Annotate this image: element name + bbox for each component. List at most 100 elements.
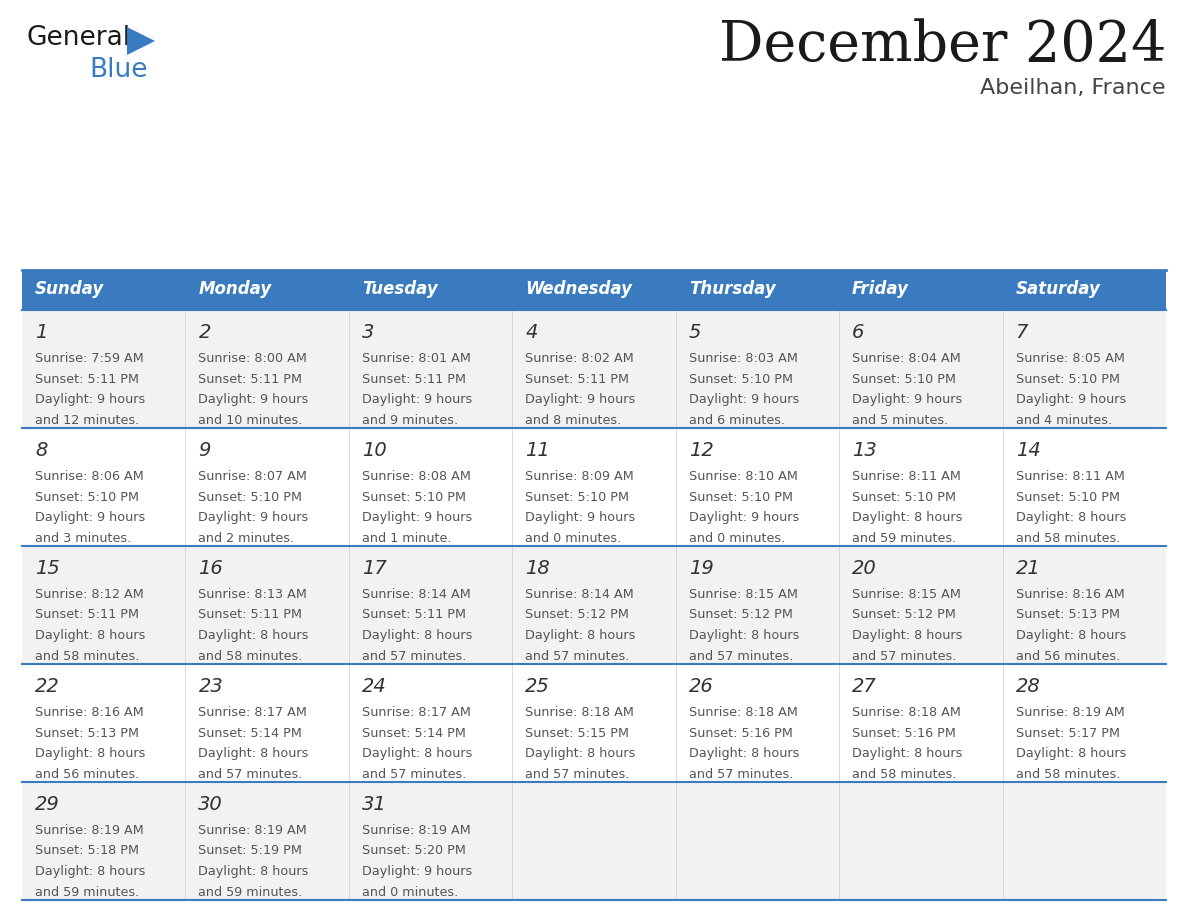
Text: 7: 7 <box>1016 323 1028 342</box>
Text: Sunrise: 8:06 AM: Sunrise: 8:06 AM <box>34 470 144 483</box>
Text: Sunset: 5:12 PM: Sunset: 5:12 PM <box>852 609 956 621</box>
Text: Wednesday: Wednesday <box>525 280 632 298</box>
Text: Friday: Friday <box>852 280 909 298</box>
Text: 26: 26 <box>689 677 714 696</box>
Bar <box>1003 270 1165 310</box>
Text: Sunset: 5:18 PM: Sunset: 5:18 PM <box>34 845 139 857</box>
Text: Sunrise: 8:02 AM: Sunrise: 8:02 AM <box>525 352 634 365</box>
Bar <box>512 428 676 546</box>
Text: Daylight: 8 hours: Daylight: 8 hours <box>34 865 145 878</box>
Text: Sunrise: 8:17 AM: Sunrise: 8:17 AM <box>362 706 470 719</box>
Text: and 59 minutes.: and 59 minutes. <box>198 886 303 899</box>
Text: 24: 24 <box>362 677 386 696</box>
Bar <box>839 428 1003 546</box>
Text: 6: 6 <box>852 323 865 342</box>
Bar <box>839 546 1003 664</box>
Text: Sunset: 5:11 PM: Sunset: 5:11 PM <box>34 373 139 386</box>
Text: and 59 minutes.: and 59 minutes. <box>34 886 139 899</box>
Text: Sunrise: 8:14 AM: Sunrise: 8:14 AM <box>525 588 634 601</box>
Text: Sunset: 5:14 PM: Sunset: 5:14 PM <box>362 726 466 740</box>
Bar <box>839 270 1003 310</box>
Text: and 58 minutes.: and 58 minutes. <box>852 767 956 780</box>
Bar <box>23 270 185 310</box>
Text: and 4 minutes.: and 4 minutes. <box>1016 413 1112 427</box>
Bar <box>512 782 676 900</box>
Text: Sunset: 5:13 PM: Sunset: 5:13 PM <box>1016 609 1119 621</box>
Text: and 57 minutes.: and 57 minutes. <box>852 650 956 663</box>
Text: 28: 28 <box>1016 677 1041 696</box>
Text: Sunset: 5:10 PM: Sunset: 5:10 PM <box>1016 373 1119 386</box>
Text: and 57 minutes.: and 57 minutes. <box>362 650 466 663</box>
Text: and 58 minutes.: and 58 minutes. <box>1016 767 1120 780</box>
Text: Sunrise: 8:14 AM: Sunrise: 8:14 AM <box>362 588 470 601</box>
Bar <box>23 428 185 546</box>
Bar <box>185 310 349 428</box>
Bar <box>185 428 349 546</box>
Text: Sunset: 5:19 PM: Sunset: 5:19 PM <box>198 845 302 857</box>
Text: Daylight: 9 hours: Daylight: 9 hours <box>525 393 636 406</box>
Text: Sunset: 5:12 PM: Sunset: 5:12 PM <box>689 609 792 621</box>
Text: and 58 minutes.: and 58 minutes. <box>34 650 139 663</box>
Text: Sunset: 5:12 PM: Sunset: 5:12 PM <box>525 609 630 621</box>
Text: Sunset: 5:17 PM: Sunset: 5:17 PM <box>1016 726 1119 740</box>
Text: Daylight: 8 hours: Daylight: 8 hours <box>689 747 800 760</box>
Text: Tuesday: Tuesday <box>362 280 437 298</box>
Text: Daylight: 9 hours: Daylight: 9 hours <box>525 511 636 524</box>
Bar <box>512 270 676 310</box>
Text: 22: 22 <box>34 677 59 696</box>
Bar <box>676 782 839 900</box>
Text: Daylight: 8 hours: Daylight: 8 hours <box>1016 747 1126 760</box>
Bar <box>185 664 349 782</box>
Text: 29: 29 <box>34 795 59 814</box>
Bar <box>349 664 512 782</box>
Text: and 6 minutes.: and 6 minutes. <box>689 413 785 427</box>
Bar <box>676 310 839 428</box>
Text: Sunrise: 8:19 AM: Sunrise: 8:19 AM <box>1016 706 1124 719</box>
Bar <box>349 782 512 900</box>
Text: Sunrise: 8:16 AM: Sunrise: 8:16 AM <box>34 706 144 719</box>
Bar <box>512 664 676 782</box>
Text: and 0 minutes.: and 0 minutes. <box>689 532 785 544</box>
Text: Daylight: 9 hours: Daylight: 9 hours <box>362 393 472 406</box>
Text: and 57 minutes.: and 57 minutes. <box>689 650 794 663</box>
Text: 1: 1 <box>34 323 48 342</box>
Text: 11: 11 <box>525 441 550 460</box>
Text: Sunrise: 8:11 AM: Sunrise: 8:11 AM <box>1016 470 1125 483</box>
Text: 14: 14 <box>1016 441 1041 460</box>
Text: 18: 18 <box>525 559 550 578</box>
Text: Daylight: 9 hours: Daylight: 9 hours <box>362 511 472 524</box>
Text: and 59 minutes.: and 59 minutes. <box>852 532 956 544</box>
Text: Sunday: Sunday <box>34 280 105 298</box>
Text: Sunrise: 8:15 AM: Sunrise: 8:15 AM <box>689 588 797 601</box>
Text: and 0 minutes.: and 0 minutes. <box>362 886 459 899</box>
Text: Sunrise: 7:59 AM: Sunrise: 7:59 AM <box>34 352 144 365</box>
Bar <box>676 664 839 782</box>
Text: Sunrise: 8:04 AM: Sunrise: 8:04 AM <box>852 352 961 365</box>
Text: Sunrise: 8:03 AM: Sunrise: 8:03 AM <box>689 352 797 365</box>
Text: Daylight: 9 hours: Daylight: 9 hours <box>198 393 309 406</box>
Text: Daylight: 9 hours: Daylight: 9 hours <box>34 393 145 406</box>
Text: Daylight: 9 hours: Daylight: 9 hours <box>362 865 472 878</box>
Text: 15: 15 <box>34 559 59 578</box>
Text: Sunset: 5:16 PM: Sunset: 5:16 PM <box>689 726 792 740</box>
Text: Sunset: 5:10 PM: Sunset: 5:10 PM <box>34 490 139 503</box>
Text: and 9 minutes.: and 9 minutes. <box>362 413 459 427</box>
Text: and 57 minutes.: and 57 minutes. <box>525 650 630 663</box>
Bar <box>185 546 349 664</box>
Text: and 58 minutes.: and 58 minutes. <box>198 650 303 663</box>
Text: and 57 minutes.: and 57 minutes. <box>525 767 630 780</box>
Bar <box>512 310 676 428</box>
Text: Daylight: 8 hours: Daylight: 8 hours <box>525 747 636 760</box>
Text: Sunset: 5:10 PM: Sunset: 5:10 PM <box>852 490 956 503</box>
Text: Sunrise: 8:19 AM: Sunrise: 8:19 AM <box>198 824 308 837</box>
Text: 25: 25 <box>525 677 550 696</box>
Text: Daylight: 9 hours: Daylight: 9 hours <box>1016 393 1126 406</box>
Text: Daylight: 8 hours: Daylight: 8 hours <box>525 629 636 642</box>
Text: Sunset: 5:11 PM: Sunset: 5:11 PM <box>198 373 303 386</box>
Text: 9: 9 <box>198 441 210 460</box>
Bar <box>349 546 512 664</box>
Text: and 2 minutes.: and 2 minutes. <box>198 532 295 544</box>
Text: Blue: Blue <box>89 57 147 83</box>
Text: Abeilhan, France: Abeilhan, France <box>980 78 1165 98</box>
Text: Sunrise: 8:00 AM: Sunrise: 8:00 AM <box>198 352 308 365</box>
